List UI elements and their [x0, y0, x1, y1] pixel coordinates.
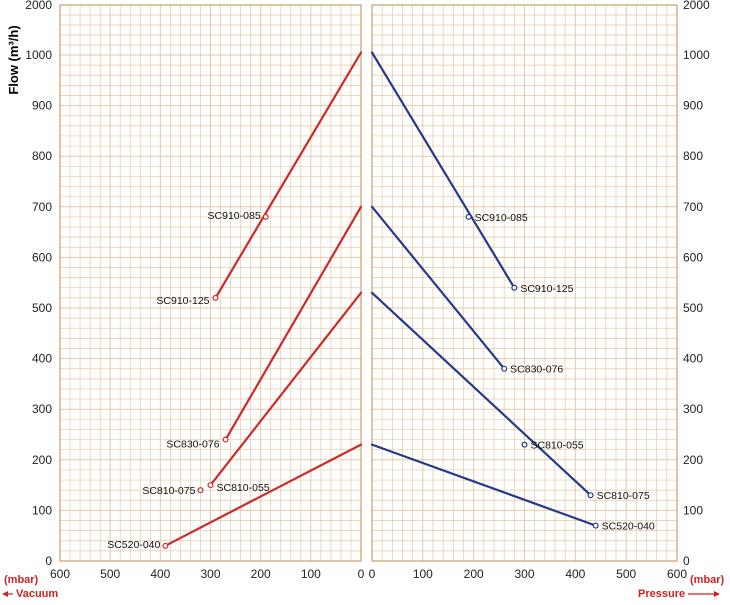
y-tick-label-right: 200: [683, 453, 703, 467]
point-labels: SC910-085 SC910-125 SC830-076 SC810-055 SC81…: [107, 210, 655, 551]
pressure-data-point: [592, 522, 599, 529]
pressure-point-label: SC910-125: [520, 283, 573, 295]
y-tick-label-left: 600: [32, 250, 52, 264]
pressure-data-point: [465, 213, 472, 220]
panel-frame: [59, 4, 362, 562]
vacuum-series-line: [214, 51, 363, 299]
pressure-arrow: [688, 591, 720, 597]
series-layer: [162, 51, 599, 549]
y-tick-label-left: 900: [32, 99, 52, 113]
pressure-label: Pressure: [638, 588, 685, 600]
pressure-series-line: [370, 443, 597, 527]
pressure-data-point: [521, 441, 528, 448]
x-tick-label-pressure: 400: [565, 567, 585, 581]
x-tick-label-vacuum: 400: [150, 567, 170, 581]
vacuum-data-point: [207, 482, 214, 489]
y-tick-label-right: 500: [683, 301, 703, 315]
x-tick-label-pressure: 0: [369, 567, 376, 581]
pressure-series-line: [370, 291, 592, 497]
vacuum-data-point: [197, 487, 204, 494]
y-tick-label-right: 800: [683, 149, 703, 163]
y-tick-label-right: 600: [683, 250, 703, 264]
y-tick-label-left: 300: [32, 402, 52, 416]
vacuum-data-point: [162, 542, 169, 549]
vacuum-point-label: SC830-076: [166, 439, 219, 451]
vacuum-series-line: [224, 205, 363, 441]
y-tick-label-left: 700: [32, 200, 52, 214]
pressure-point-label: SC910-085: [475, 212, 528, 224]
vacuum-unit-label: (mbar): [4, 574, 39, 586]
pressure-series-line: [370, 51, 516, 289]
y-tick-label-right: 1000: [683, 48, 710, 62]
y-tick-label-left: 500: [32, 301, 52, 315]
x-tick-label-vacuum: 500: [100, 567, 120, 581]
x-tick-label-pressure: 300: [514, 567, 534, 581]
pressure-unit-label: (mbar): [690, 574, 725, 586]
x-tick-label-vacuum: 0: [358, 567, 365, 581]
pressure-point-label: SC810-075: [597, 490, 650, 502]
pressure-data-point: [587, 492, 594, 499]
y-axis-label: Flow (m³/h): [6, 25, 21, 94]
x-tick-label-vacuum: 200: [251, 567, 271, 581]
y-tick-label-left: 0: [45, 554, 52, 568]
vacuum-series-line: [164, 443, 363, 547]
y-tick-label-right: 0: [683, 554, 690, 568]
vacuum-data-point: [212, 294, 219, 301]
y-tick-label-right: 900: [683, 99, 703, 113]
y-tick-label-left: 1000: [25, 48, 52, 62]
y-tick-label-left: 100: [32, 503, 52, 517]
pressure-grid: [371, 4, 678, 562]
vacuum-data-point: [222, 436, 229, 443]
pressure-point-label: SC810-055: [531, 440, 584, 452]
y-tick-label-right: 400: [683, 352, 703, 366]
x-tick-label-vacuum: 300: [200, 567, 220, 581]
x-tick-label-pressure: 100: [413, 567, 433, 581]
y-tick-label-right: 100: [683, 503, 703, 517]
vacuum-point-label: SC810-075: [142, 485, 195, 497]
pressure-data-point: [511, 284, 518, 291]
x-tick-label-pressure: 500: [616, 567, 636, 581]
vacuum-point-label: SC910-125: [156, 295, 209, 307]
y-tick-label-left: 200: [32, 453, 52, 467]
vacuum-point-label: SC910-085: [208, 210, 261, 222]
vacuum-series-line: [209, 291, 363, 487]
vacuum-grid: [59, 4, 362, 562]
pressure-series-line: [370, 205, 506, 370]
x-tick-label-pressure: 200: [464, 567, 484, 581]
vacuum-data-point: [262, 213, 269, 220]
y-tick-label-left: 400: [32, 352, 52, 366]
x-tick-label-vacuum: 100: [301, 567, 321, 581]
pressure-point-label: SC520-040: [602, 521, 655, 533]
vacuum-point-label: SC520-040: [107, 539, 160, 551]
vacuum-arrow: [2, 591, 13, 597]
y-tick-label-left: 2000: [25, 0, 52, 12]
y-tick-label-right: 2000: [683, 0, 710, 12]
vacuum-point-label: SC810-055: [217, 482, 270, 494]
y-tick-label-right: 300: [683, 402, 703, 416]
vacuum-label: Vacuum: [16, 588, 58, 600]
x-tick-label-vacuum: 600: [50, 567, 70, 581]
y-tick-label-right: 700: [683, 200, 703, 214]
y-tick-label-left: 800: [32, 149, 52, 163]
pressure-point-label: SC830-076: [510, 364, 563, 376]
panel-frame: [371, 4, 678, 562]
pressure-data-point: [501, 365, 508, 372]
x-tick-label-pressure: 600: [667, 567, 687, 581]
